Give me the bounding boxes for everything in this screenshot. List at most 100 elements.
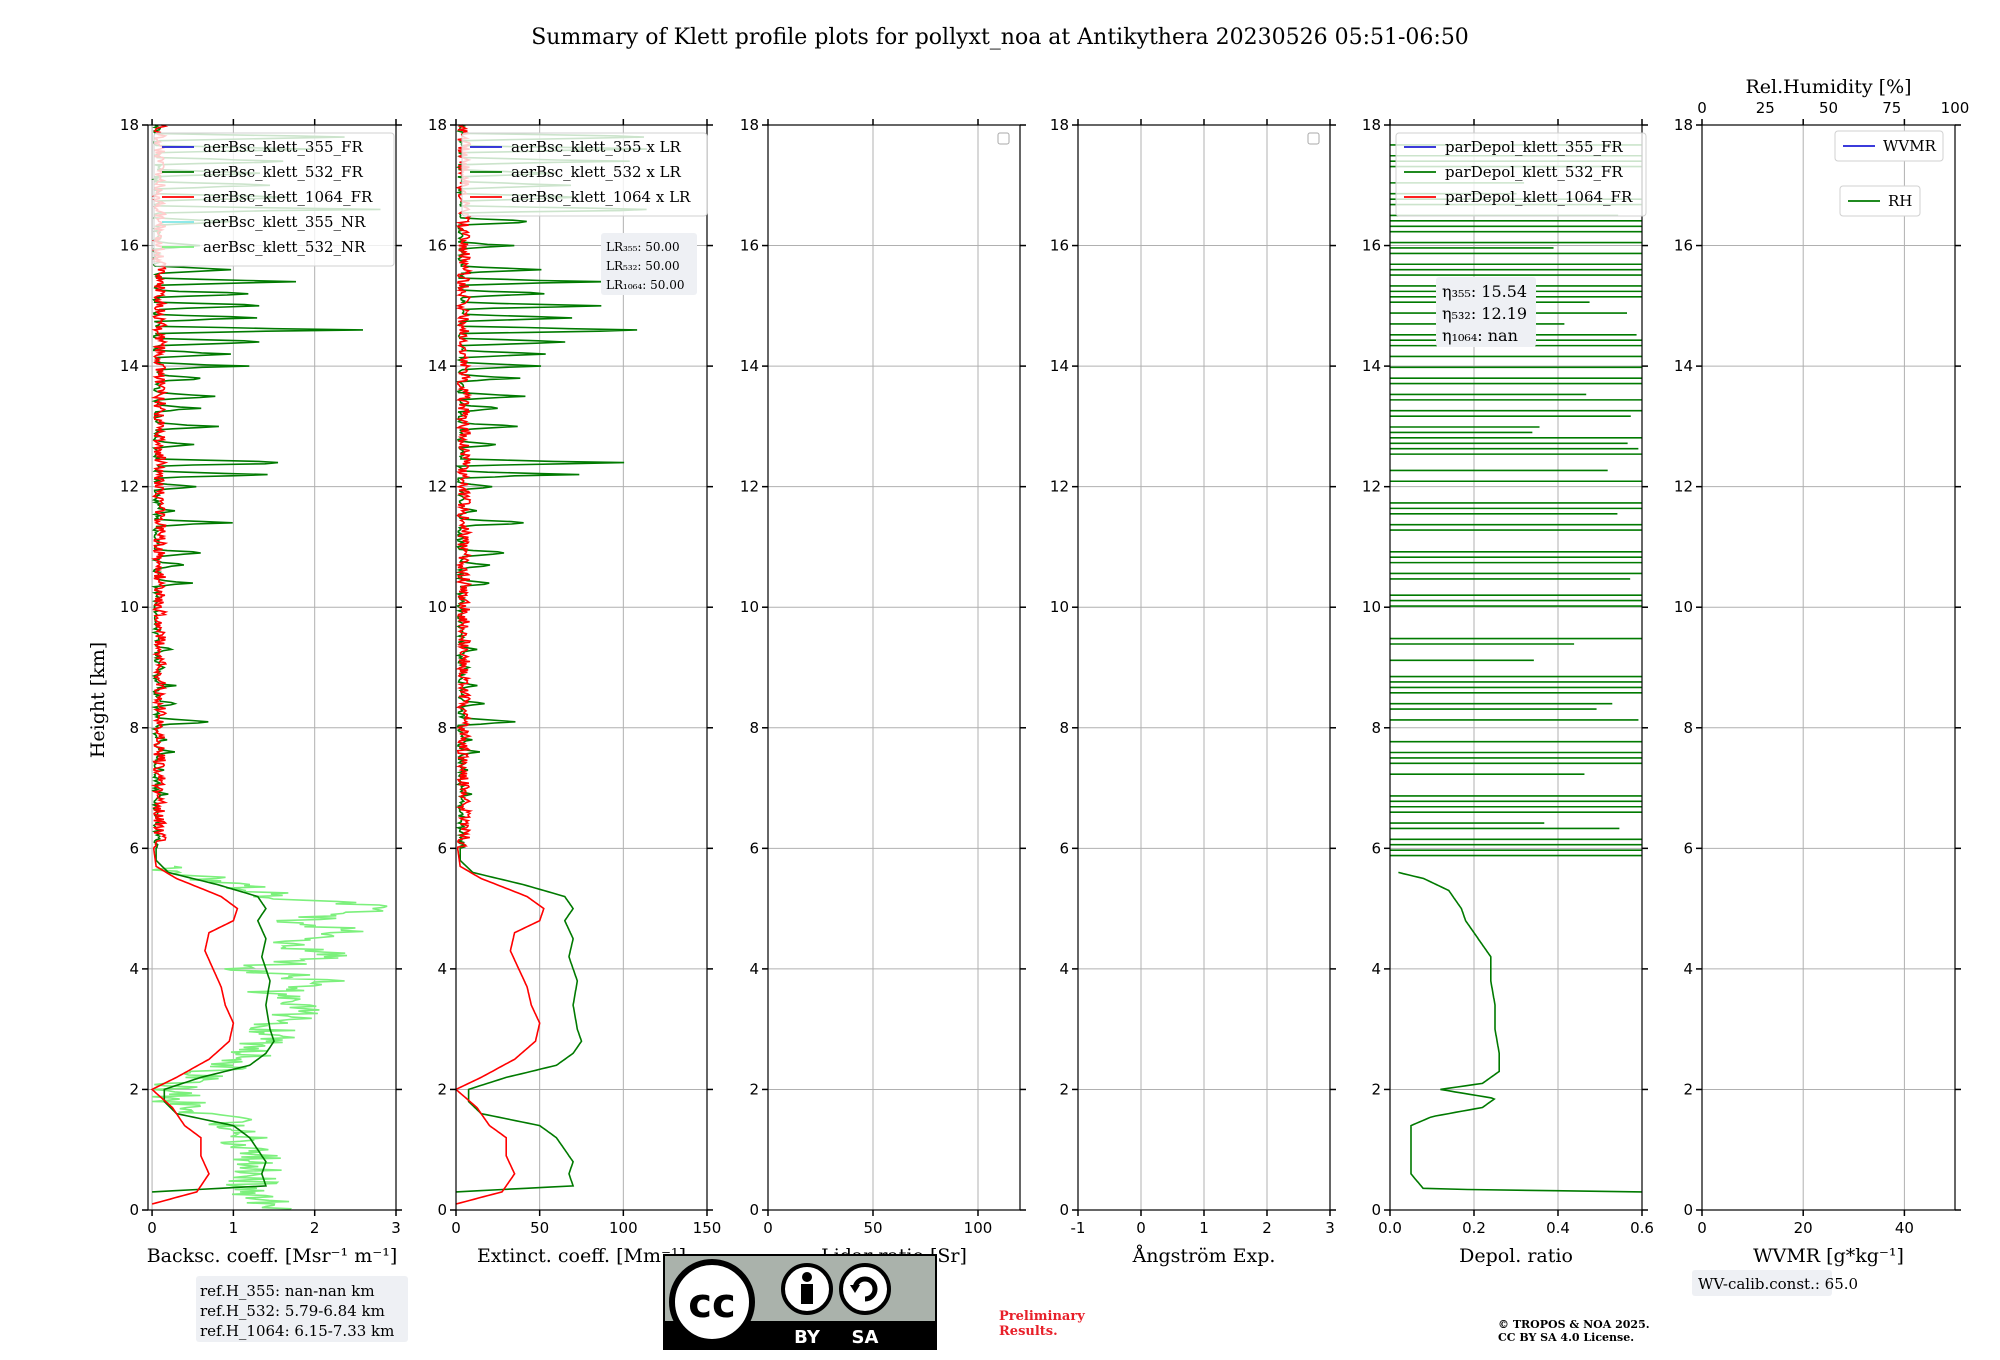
ytick-label-ext-10: 10 (428, 598, 447, 616)
ytick-label-bsc-4: 4 (129, 960, 139, 978)
legend-box-bsc (153, 132, 395, 267)
line-bsc-aerBsc_klett_532_NR (151, 865, 388, 1211)
ytick-label-bsc-14: 14 (120, 357, 139, 375)
xtick-label-lr-50: 50 (863, 1219, 882, 1237)
xtick-label-ext-0: 0 (451, 1219, 461, 1237)
ytick-label-dep-16: 16 (1362, 237, 1381, 255)
ytick-label-lr-10: 10 (740, 598, 759, 616)
eta-annotation-0: η₃₅₅: 15.54 (1442, 282, 1527, 301)
xtick-label-wv-0: 0 (1697, 1219, 1707, 1237)
xtick-label-dep-0: 0.0 (1378, 1219, 1402, 1237)
ytick-label-dep-18: 18 (1362, 116, 1381, 134)
ytick-label-ext-8: 8 (437, 719, 447, 737)
empty-legend-lr (997, 132, 1010, 145)
xtick-label-ang--1: -1 (1071, 1219, 1086, 1237)
legend-box-dep (1395, 132, 1647, 217)
wv-calib-box: WV-calib.const.: 65.0 (1692, 1270, 1858, 1296)
legend-label-ext-1: aerBsc_klett_532 x LR (511, 163, 682, 181)
preliminary-note-1: Preliminary (999, 1309, 1085, 1324)
ytick-label-bsc-0: 0 (129, 1201, 139, 1219)
panel-ext: 0 2 4 6 8 10 12 14 16 18 0 50 100 150 Extinct. coeff. … (428, 116, 721, 1267)
ytick-label-ang-14: 14 (1050, 357, 1069, 375)
xtick-top-label-0: 0 (1697, 99, 1707, 117)
ytick-label-ang-2: 2 (1059, 1080, 1069, 1098)
ytick-label-lr-4: 4 (749, 960, 759, 978)
ytick-label-wv-12: 12 (1674, 478, 1693, 496)
line-dep-parDepol_klett_532_FR (1398, 871, 1643, 1193)
preliminary-note-2: Results. (999, 1324, 1058, 1339)
ytick-label-ext-4: 4 (437, 960, 447, 978)
legend-label-dep-1: parDepol_klett_532_FR (1445, 163, 1623, 181)
ytick-label-bsc-6: 6 (129, 839, 139, 857)
ytick-label-bsc-12: 12 (120, 478, 139, 496)
ytick-label-ang-8: 8 (1059, 719, 1069, 737)
xtick-label-dep-0.4: 0.4 (1546, 1219, 1570, 1237)
line-ext-aerBsc_klett_1064_FR (454, 124, 545, 1205)
ytick-label-lr-2: 2 (749, 1080, 759, 1098)
legend-label-ext-0: aerBsc_klett_355 x LR (511, 138, 682, 156)
ytick-label-dep-12: 12 (1362, 478, 1381, 496)
xtick-label-ang-3: 3 (1325, 1219, 1335, 1237)
eta-annotation-2: η₁₀₆₄: nan (1442, 326, 1518, 345)
eta-annotation-1: η₅₃₂: 12.19 (1442, 304, 1527, 323)
ytick-label-ang-10: 10 (1050, 598, 1069, 616)
ytick-label-ang-12: 12 (1050, 478, 1069, 496)
lr-annotation-box (601, 233, 697, 295)
ytick-label-ext-6: 6 (437, 839, 447, 857)
legend-bsc: aerBsc_klett_355_FR aerBsc_klett_532_FRae… (153, 132, 395, 267)
xtick-label-wv-20: 20 (1794, 1219, 1813, 1237)
frame-ext (455, 124, 708, 1211)
eta-annotation-box (1436, 277, 1536, 347)
frame-dep (1389, 124, 1643, 1211)
ytick-label-wv-4: 4 (1683, 960, 1693, 978)
xtick-top-label-50: 50 (1819, 99, 1838, 117)
copyright-line-1: © TROPOS & NOA 2025. (1498, 1318, 1650, 1331)
legend-label-dep-2: parDepol_klett_1064_FR (1445, 188, 1633, 206)
ytick-label-bsc-10: 10 (120, 598, 139, 616)
xtick-label-ang-1: 1 (1199, 1219, 1209, 1237)
wv-calib-text: WV-calib.const.: 65.0 (1698, 1275, 1858, 1293)
legend-label-bsc-4: aerBsc_klett_532_NR (203, 238, 366, 256)
xtick-label-ext-150: 150 (693, 1219, 722, 1237)
ytick-label-ext-12: 12 (428, 478, 447, 496)
legend-label-wvmr: WVMR (1883, 137, 1937, 155)
legend-label-dep-0: parDepol_klett_355_FR (1445, 138, 1623, 156)
line-bsc-aerBsc_klett_1064_FR (150, 124, 239, 1205)
xtick-label-bsc-2: 2 (310, 1219, 320, 1237)
xtick-top-label-75: 75 (1882, 99, 1901, 117)
ytick-label-wv-10: 10 (1674, 598, 1693, 616)
y-axis-label: Height [km] (87, 642, 109, 758)
xtick-label-wv-40: 40 (1895, 1219, 1914, 1237)
cc-circle-icon (669, 1259, 755, 1345)
xtick-label-bsc-0: 0 (147, 1219, 157, 1237)
ytick-label-bsc-18: 18 (120, 116, 139, 134)
cc-logo-text: cc (688, 1281, 735, 1327)
xtick-label-ang-0: 0 (1136, 1219, 1146, 1237)
ytick-label-wv-8: 8 (1683, 719, 1693, 737)
ytick-label-bsc-2: 2 (129, 1080, 139, 1098)
xtick-label-bsc-3: 3 (391, 1219, 401, 1237)
ytick-label-wv-18: 18 (1674, 116, 1693, 134)
line-ext-aerBsc_klett_532_FR (455, 124, 648, 1193)
ytick-label-ang-18: 18 (1050, 116, 1069, 134)
ref-h-1064: ref.H_1064: 6.15-7.33 km (200, 1322, 394, 1340)
ytick-label-lr-8: 8 (749, 719, 759, 737)
sa-share-icon (839, 1263, 891, 1315)
ytick-label-lr-14: 14 (740, 357, 759, 375)
ytick-label-ext-0: 0 (437, 1201, 447, 1219)
panel-lr: 024681012141618050100Lidar ratio [Sr] (740, 116, 1026, 1267)
ytick-label-dep-2: 2 (1371, 1080, 1381, 1098)
panel-dep: 0 2 4 6 8 10 12 14 16 18 0.0 0.2 0.4 0.6 Depol. ratio p… (1362, 116, 1654, 1267)
ytick-label-ext-16: 16 (428, 237, 447, 255)
ytick-label-dep-4: 4 (1371, 960, 1381, 978)
xtick-label-ang-2: 2 (1262, 1219, 1272, 1237)
ytick-label-wv-16: 16 (1674, 237, 1693, 255)
lr-annotation-1: LR₅₃₂: 50.00 (606, 259, 680, 273)
legend-label-ext-2: aerBsc_klett_1064 x LR (511, 188, 691, 206)
xlabel-dep: Depol. ratio (1459, 1245, 1573, 1267)
